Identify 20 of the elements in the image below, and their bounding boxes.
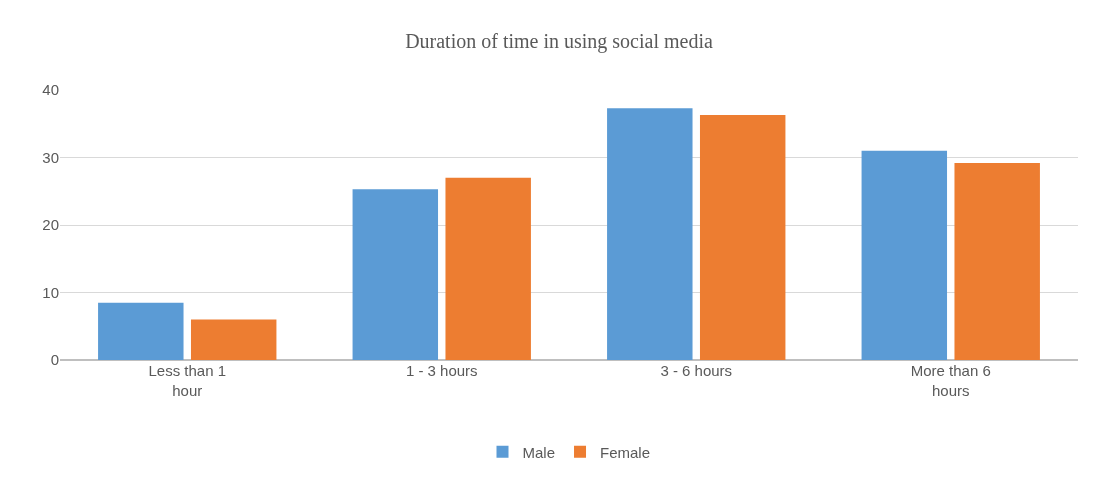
y-tick-label: 20 — [42, 216, 59, 234]
legend-label: Male — [522, 443, 556, 461]
chart-title: Duration of time in using social media — [405, 29, 713, 53]
x-tick-label: Less than 1 hour — [148, 362, 227, 399]
x-tick-label: 1 - 3 hours — [405, 362, 478, 379]
bar — [861, 150, 948, 360]
bar — [352, 189, 439, 360]
bar — [954, 162, 1040, 360]
bar — [699, 114, 786, 360]
y-tick-label: 0 — [50, 351, 59, 369]
y-tick-label: 40 — [42, 81, 59, 99]
bar — [98, 302, 184, 360]
bar — [445, 177, 531, 360]
x-tick-label: More than 6 hours — [910, 362, 991, 399]
y-tick-label: 10 — [42, 283, 59, 301]
bar — [190, 319, 277, 360]
bar — [607, 108, 693, 360]
x-tick-label: 3 - 6 hours — [660, 362, 733, 379]
legend-label: Female — [600, 443, 651, 461]
y-tick-label: 30 — [42, 148, 59, 166]
